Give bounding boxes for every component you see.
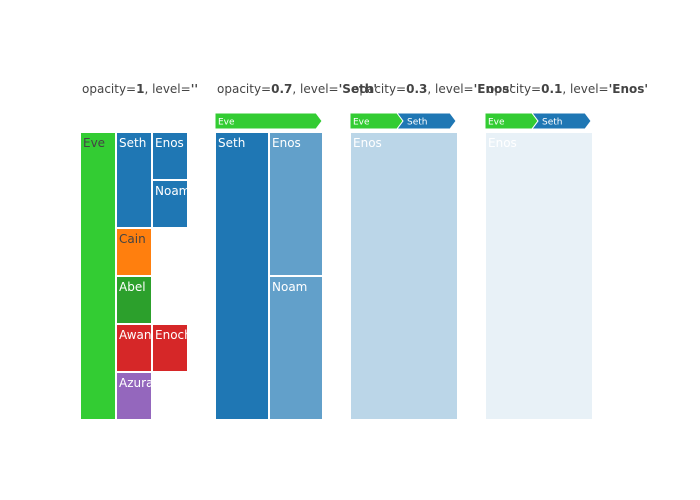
treemap-panel-3: opacity=0.3, level='Enos' Eve Seth Enos (349, 82, 513, 420)
cell-abel[interactable] (116, 276, 152, 324)
cell-seth[interactable] (116, 132, 152, 228)
cell-enos[interactable] (350, 132, 458, 420)
cell-eve[interactable] (80, 132, 116, 420)
cell-label-noam: Noam (155, 184, 190, 198)
cell-label-cain: Cain (119, 232, 146, 246)
cell-label-noam: Noam (272, 280, 307, 294)
pathbar-label-eve: Eve (353, 118, 370, 128)
cell-noam[interactable] (269, 276, 323, 420)
cell-awan[interactable] (116, 324, 152, 372)
cell-label-eve: Eve (83, 136, 105, 150)
cell-seth[interactable] (215, 132, 269, 420)
pathbar-label-seth: Seth (542, 118, 562, 128)
cell-label-seth: Seth (119, 136, 146, 150)
cell-enos[interactable] (152, 132, 188, 180)
pathbar-label-seth: Seth (407, 118, 427, 128)
cell-label-azura: Azura (119, 376, 153, 390)
cell-enos[interactable] (269, 132, 323, 276)
cell-label-awan: Awan (119, 328, 152, 342)
cell-label-enoch: Enoch (155, 328, 192, 342)
cell-cain[interactable] (116, 228, 152, 276)
pathbar-label-eve: Eve (488, 118, 505, 128)
cell-label-abel: Abel (119, 280, 146, 294)
cell-label-enos: Enos (353, 136, 382, 150)
cell-enoch[interactable] (152, 324, 188, 372)
cell-label-seth: Seth (218, 136, 245, 150)
pathbar-segment-seth[interactable] (396, 112, 457, 130)
panel-title: opacity=1, level='' (82, 82, 198, 96)
panel-title: opacity=0.3, level='Enos' (352, 82, 513, 96)
pathbar-segment-eve[interactable] (214, 112, 323, 130)
treemap-panel-1: opacity=1, level='' Eve Seth Enos Noam Cain Ab… (80, 82, 198, 420)
cell-noam[interactable] (152, 180, 188, 228)
pathbar-label-eve: Eve (218, 118, 235, 128)
treemap-panel-4: opacity=0.1, level='Enos' Eve Seth Enos (484, 82, 648, 420)
treemap-panel-2: opacity=0.7, level='Seth' Eve Seth Enos Noam (214, 82, 377, 420)
panel-title: opacity=0.1, level='Enos' (487, 82, 648, 96)
cell-label-enos: Enos (272, 136, 301, 150)
cell-azura[interactable] (116, 372, 152, 420)
cell-label-enos: Enos (155, 136, 184, 150)
panel-title: opacity=0.7, level='Seth' (217, 82, 377, 96)
cell-enos[interactable] (485, 132, 593, 420)
pathbar-segment-seth[interactable] (531, 112, 592, 130)
cell-label-enos: Enos (488, 136, 517, 150)
